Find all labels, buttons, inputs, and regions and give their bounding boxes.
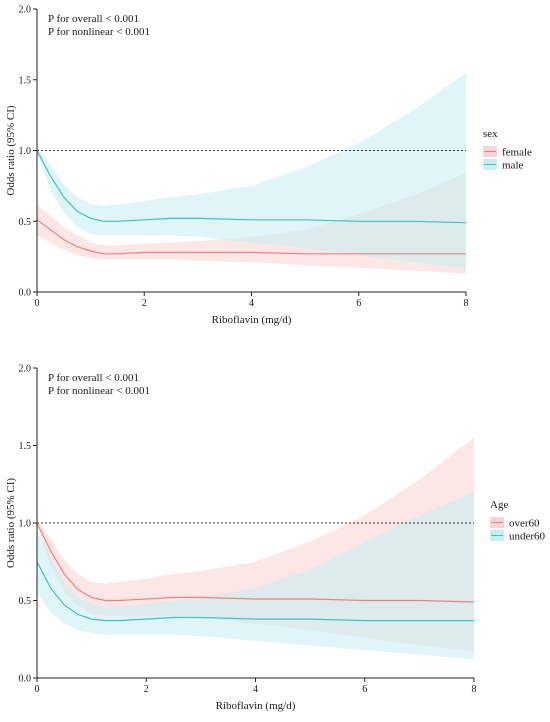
- x-tick-label: 4: [249, 298, 254, 309]
- x-tick-label: 0: [35, 684, 40, 695]
- ci-band-under60: [37, 492, 474, 660]
- series-line-over60: [36, 522, 475, 603]
- x-tick-label: 6: [356, 298, 361, 309]
- y-tick-label: 1.5: [19, 441, 32, 452]
- y-tick-label: 1.0: [19, 146, 32, 157]
- x-tick-label: 6: [362, 684, 367, 695]
- legend-title: sex: [483, 128, 498, 140]
- y-tick-label: 2.0: [19, 364, 32, 375]
- series-line-male: [36, 150, 467, 224]
- legend-label-male: male: [502, 160, 523, 172]
- x-tick-label: 8: [464, 298, 469, 309]
- p-value-annotation: P for overall < 0.001: [48, 13, 139, 25]
- x-axis-title: Riboflavin (mg/d): [216, 700, 296, 712]
- x-axis-title: Riboflavin (mg/d): [212, 314, 292, 326]
- y-axis-title: Odds ratio (95% CI): [5, 478, 17, 568]
- chart-panel-1: 0.0 0.5 1.0 1.5 2.0 0 2 4 6 8 Riboflavin (mg/d) Odd…: [5, 5, 532, 327]
- legend-label-under60: under60: [509, 531, 546, 543]
- legend-label-female: female: [502, 147, 532, 159]
- ci-band-male: [37, 72, 466, 268]
- y-axis-title: Odds ratio (95% CI): [5, 105, 17, 195]
- chart-panel-2: 0.0 0.5 1.0 1.5 2.0 0 2 4 6 8 Riboflavin (mg/d) Odd…: [5, 364, 546, 713]
- x-tick-label: 0: [35, 298, 40, 309]
- series-line-female: [36, 219, 466, 255]
- p-value-annotation: P for nonlinear < 0.001: [48, 26, 150, 38]
- y-tick-label: 2.0: [19, 5, 32, 16]
- x-tick-label: 4: [253, 684, 258, 695]
- p-value-annotation: P for nonlinear < 0.001: [48, 385, 150, 397]
- y-tick-label: 1.5: [19, 75, 32, 86]
- y-tick-label: 0.5: [19, 217, 32, 228]
- x-tick-label: 2: [144, 684, 149, 695]
- x-tick-label: 8: [472, 684, 477, 695]
- legend-label-over60: over60: [509, 518, 540, 530]
- y-tick-label: 0.0: [19, 288, 32, 299]
- legend-title: Age: [490, 499, 508, 511]
- series-line-under60: [36, 561, 474, 622]
- p-value-annotation: P for overall < 0.001: [48, 372, 139, 384]
- y-tick-label: 0.0: [19, 674, 32, 685]
- x-tick-label: 2: [142, 298, 147, 309]
- y-tick-label: 1.0: [19, 519, 32, 530]
- y-tick-label: 0.5: [19, 596, 32, 607]
